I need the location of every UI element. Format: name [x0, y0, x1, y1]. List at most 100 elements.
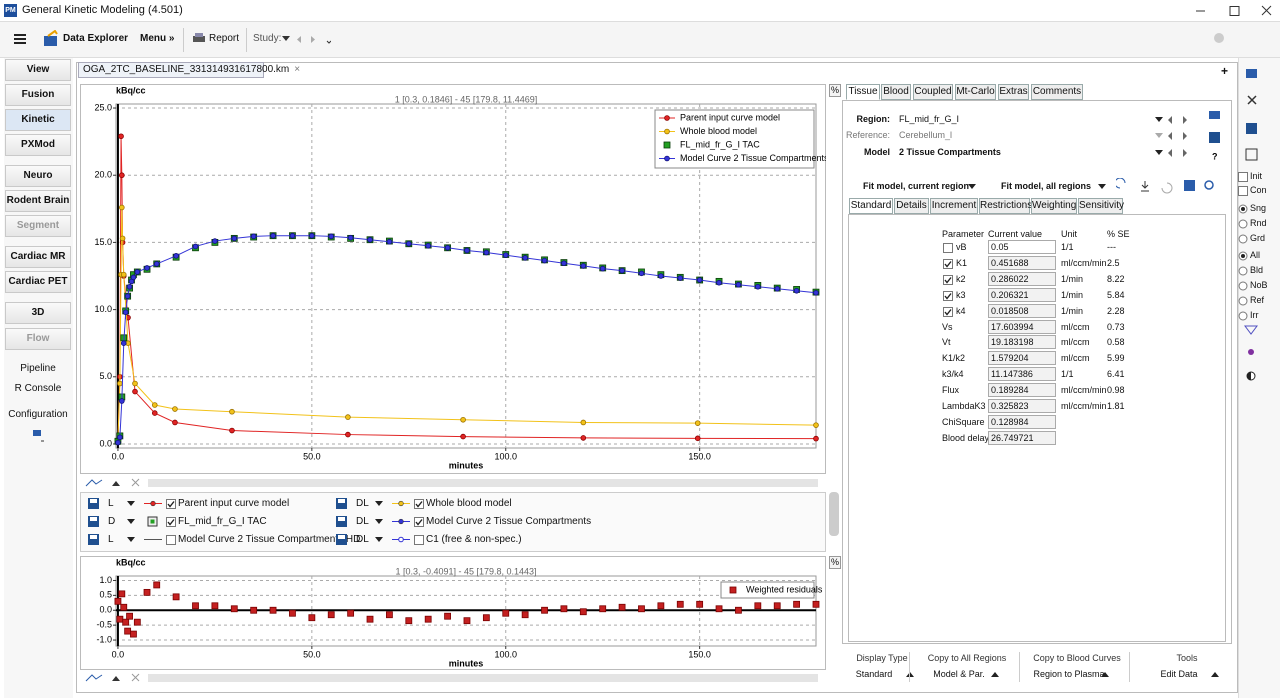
dropdown-arrow[interactable] [375, 519, 383, 525]
checkbox[interactable] [943, 306, 953, 317]
save-icon[interactable] [88, 534, 99, 545]
field-value[interactable]: Cerebellum_l [899, 130, 953, 140]
option-label[interactable]: Bld [1250, 265, 1264, 275]
percent-button[interactable]: % [829, 84, 841, 97]
up-arrow[interactable] [906, 672, 914, 678]
sub-tab[interactable]: Sensitivity [1078, 198, 1124, 214]
bottom-button[interactable]: Region to Plasma [1033, 669, 1105, 679]
strip-icons[interactable] [1244, 66, 1270, 166]
parameter-value[interactable]: 0.05 [988, 240, 1056, 254]
checkbox[interactable] [414, 499, 424, 509]
sidebar-button[interactable]: Fusion [5, 84, 71, 106]
save-icon[interactable] [336, 516, 347, 527]
checkbox[interactable] [943, 290, 953, 301]
checkbox[interactable] [1238, 186, 1248, 196]
sidebar-link[interactable]: R Console [14, 383, 62, 394]
option-label[interactable]: Ref [1250, 295, 1265, 305]
radio-button[interactable] [1238, 234, 1248, 244]
panel-tab[interactable]: Coupled [913, 84, 953, 100]
sidebar-button[interactable]: Flow [5, 328, 71, 350]
dropdown-arrow[interactable] [375, 537, 383, 543]
curve-name[interactable]: Whole blood model [426, 498, 512, 509]
dropdown-arrow[interactable] [968, 184, 976, 190]
panel-tools[interactable] [1116, 178, 1226, 194]
option-label[interactable]: Irr [1250, 310, 1259, 320]
panel-side-icons[interactable]: ? [1206, 108, 1224, 164]
up-arrow[interactable] [1101, 672, 1109, 678]
fit-all-button[interactable]: Fit model, all regions [1001, 181, 1092, 191]
curve-name[interactable]: FL_mid_fr_G_I TAC [178, 516, 267, 527]
option-label[interactable]: Con [1250, 185, 1267, 195]
report-button[interactable]: Report [209, 33, 240, 44]
option-label[interactable]: Init [1250, 171, 1263, 181]
curve-line-type[interactable]: DL [356, 516, 369, 527]
panel-tab[interactable]: Blood [881, 84, 911, 100]
up-arrow[interactable] [991, 672, 999, 678]
bottom-button[interactable]: Standard [855, 669, 893, 679]
sidebar-button[interactable]: PXMod [5, 134, 71, 156]
dropdown-arrow[interactable] [1155, 117, 1163, 123]
sub-tab[interactable]: Increment [930, 198, 978, 214]
fit-current-button[interactable]: Fit model, current region [863, 181, 970, 191]
panel-tab[interactable]: Tissue [846, 84, 880, 100]
data-explorer-icon[interactable] [42, 30, 60, 48]
save-icon[interactable] [336, 534, 347, 545]
save-icon[interactable] [336, 498, 347, 509]
document-tab[interactable]: OGA_2TC_BASELINE_331314931617800.km × [78, 62, 300, 78]
checkbox[interactable] [943, 274, 953, 285]
menu-button[interactable]: Menu » [140, 33, 175, 44]
option-label[interactable]: All [1250, 250, 1261, 260]
field-value[interactable]: 2 Tissue Compartments [899, 147, 1001, 157]
chart-toolbar[interactable] [84, 476, 824, 490]
scrollbar[interactable] [829, 492, 839, 536]
dropdown-arrow[interactable] [1098, 184, 1106, 190]
panel-tab[interactable]: Comments [1031, 84, 1083, 100]
radio-button[interactable] [1238, 266, 1248, 276]
window-controls[interactable] [1190, 3, 1276, 19]
curve-name[interactable]: Model Curve 2 Tissue Compartments [426, 516, 592, 527]
study-arrows[interactable] [281, 34, 331, 46]
curve-name[interactable]: C1 (free & non-spec.) [426, 534, 522, 545]
checkbox[interactable] [943, 243, 953, 253]
sidebar-button[interactable]: View [5, 59, 71, 81]
checkbox[interactable] [166, 499, 176, 509]
curve-line-type[interactable]: DL [356, 534, 369, 545]
sidebar-link[interactable]: Pipeline [20, 363, 56, 374]
percent-button[interactable]: % [829, 556, 841, 569]
checkbox[interactable] [414, 535, 424, 545]
radio-button[interactable] [1238, 219, 1248, 229]
option-label[interactable]: Sng [1250, 203, 1267, 213]
sidebar-button[interactable]: Neuro [5, 165, 71, 187]
checkbox[interactable] [414, 517, 424, 527]
nav-arrows[interactable] [1167, 132, 1189, 140]
sidebar-button[interactable]: Rodent Brain [5, 190, 71, 212]
dropdown-arrow[interactable] [1155, 150, 1163, 156]
sidebar-link[interactable]: Configuration [8, 409, 68, 420]
chart-toolbar[interactable] [84, 671, 824, 685]
config-icon[interactable] [32, 429, 44, 443]
nav-arrows[interactable] [1167, 149, 1189, 157]
sidebar-button[interactable]: Cardiac PET [5, 271, 71, 293]
option-label[interactable]: Rnd [1250, 218, 1267, 228]
curve-line-type[interactable]: L [108, 534, 114, 545]
nav-arrows[interactable] [1167, 116, 1189, 124]
radio-button[interactable] [1238, 296, 1248, 306]
bottom-button[interactable]: Edit Data [1160, 669, 1198, 679]
report-icon[interactable] [192, 32, 206, 44]
radio-button[interactable] [1238, 311, 1248, 321]
sub-tab[interactable]: Details [894, 198, 929, 214]
sub-tab[interactable]: Weighting [1031, 198, 1077, 214]
dropdown-arrow[interactable] [127, 519, 135, 525]
dropdown-arrow[interactable] [127, 501, 135, 507]
checkbox[interactable] [1238, 172, 1248, 182]
bottom-button[interactable]: Model & Par. [933, 669, 985, 679]
panel-tab[interactable]: Mt-Carlo [955, 84, 996, 100]
sub-tab[interactable]: Restrictions [979, 198, 1032, 214]
dropdown-arrow[interactable] [1155, 133, 1163, 139]
save-icon[interactable] [88, 516, 99, 527]
curve-line-type[interactable]: D [108, 516, 116, 527]
checkbox[interactable] [943, 258, 953, 269]
checkbox[interactable] [166, 535, 176, 545]
sidebar-button[interactable]: Segment [5, 215, 71, 237]
sidebar-button[interactable]: Kinetic [5, 109, 71, 131]
